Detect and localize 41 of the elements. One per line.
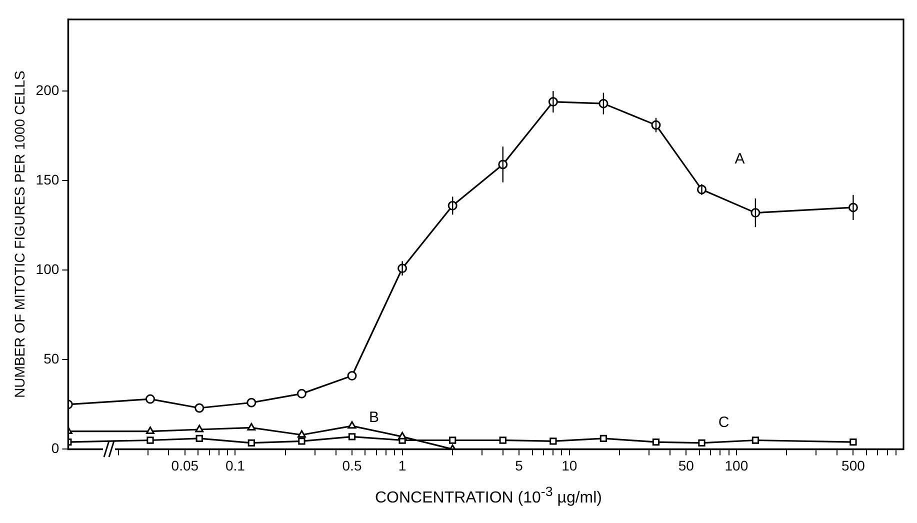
x-tick-label: 5 bbox=[515, 457, 524, 474]
x-tick-label: 10 bbox=[562, 457, 578, 474]
x-axis-title: CONCENTRATION (10$^{-3}$ µg/ml) bbox=[374, 484, 603, 508]
point bbox=[196, 434, 203, 442]
x-tick-label: 0.5 bbox=[342, 457, 362, 474]
point bbox=[297, 430, 306, 438]
point bbox=[499, 436, 506, 444]
point bbox=[296, 388, 306, 398]
y-tick-label: 150 bbox=[36, 171, 60, 188]
series-label: C bbox=[718, 414, 730, 432]
point bbox=[195, 424, 204, 432]
point bbox=[752, 436, 760, 444]
point bbox=[347, 371, 357, 381]
x-tick-label: 100 bbox=[724, 457, 748, 474]
point bbox=[146, 436, 154, 444]
point bbox=[248, 439, 255, 447]
point bbox=[652, 438, 660, 446]
x-tick-label: 1 bbox=[398, 457, 406, 474]
point bbox=[246, 398, 256, 408]
point bbox=[449, 436, 456, 444]
point bbox=[146, 426, 154, 434]
y-axis-title: NUMBER OF MITOTIC FIGURES PER 1000 CELLS bbox=[11, 70, 28, 398]
point bbox=[146, 394, 155, 404]
point bbox=[348, 433, 356, 440]
x-tick-label: 0.05 bbox=[171, 457, 199, 474]
text: A bbox=[734, 150, 745, 168]
point bbox=[194, 403, 204, 413]
point bbox=[398, 432, 407, 440]
y-tick-label: 0 bbox=[51, 440, 60, 456]
x-tick-label: 50 bbox=[678, 457, 694, 474]
y-tick-label: 200 bbox=[36, 82, 60, 98]
point bbox=[298, 438, 306, 445]
y-tick-label: 50 bbox=[44, 350, 60, 367]
y-tick-label: 100 bbox=[36, 260, 60, 277]
point bbox=[550, 438, 557, 445]
point bbox=[247, 422, 256, 430]
point bbox=[600, 434, 608, 442]
x-tick-label: 0.1 bbox=[225, 457, 246, 474]
series-label: B bbox=[368, 409, 380, 426]
point bbox=[348, 421, 356, 429]
x-tick-label: 500 bbox=[842, 457, 866, 474]
